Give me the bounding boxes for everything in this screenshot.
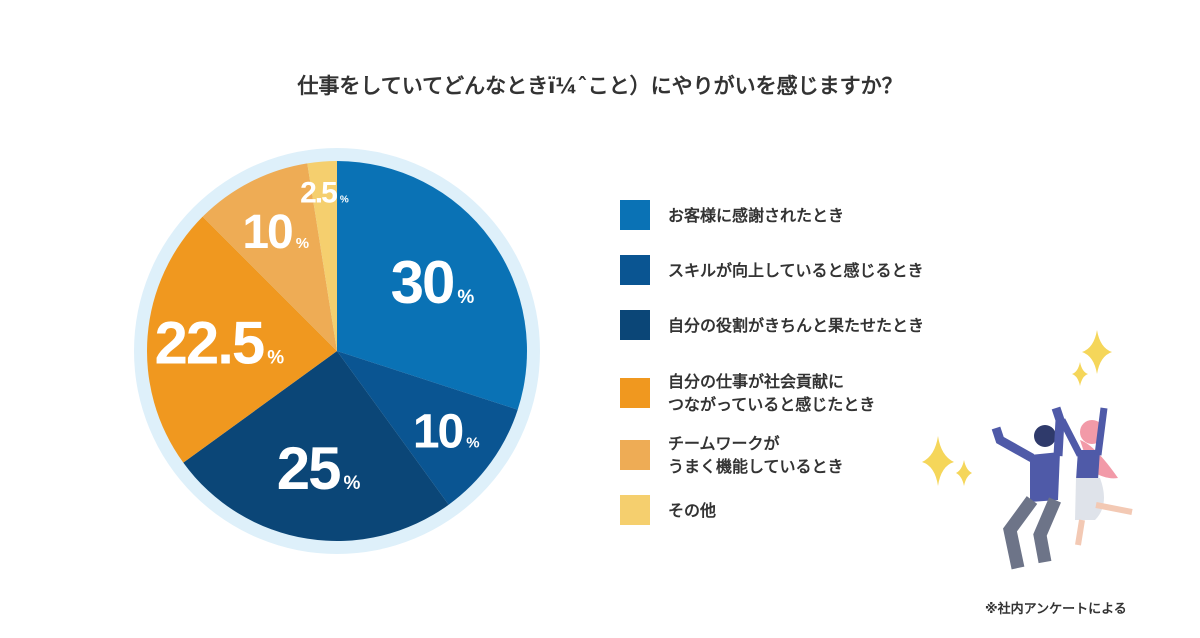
value-unit: % <box>457 287 474 308</box>
pie-slice <box>337 351 518 505</box>
value-number: 10 <box>413 406 463 459</box>
value-unit: % <box>343 473 360 494</box>
value-unit: % <box>267 347 284 368</box>
value-label: 25% <box>277 435 361 502</box>
value-number: 25 <box>277 435 340 502</box>
pie-slice <box>307 161 337 351</box>
value-unit: % <box>340 194 349 205</box>
value-label: 10% <box>413 406 480 459</box>
value-label: 22.5% <box>155 309 285 376</box>
illustration <box>922 330 1133 570</box>
legend-swatch <box>620 440 650 470</box>
slices <box>147 160 527 541</box>
legend-swatch <box>620 378 650 408</box>
value-unit: % <box>466 435 479 452</box>
value-label: 2.5% <box>300 176 349 209</box>
legend-entry: チームワークが うまく機能しているとき <box>620 432 844 478</box>
legend-label: お客様に感謝されたとき <box>668 205 845 225</box>
legend-label: スキルが向上していると感じるとき <box>668 260 924 280</box>
value-number: 2.5 <box>300 176 337 209</box>
footnote: ※社内アンケートによる <box>985 602 1127 617</box>
legend-entry: スキルが向上していると感じるとき <box>620 255 924 285</box>
value-unit: % <box>296 235 309 252</box>
pie-slice <box>202 163 337 351</box>
value-number: 30 <box>391 249 454 316</box>
pie-slice <box>337 160 527 410</box>
legend-label: チームワークが うまく機能しているとき <box>668 434 844 476</box>
legend-swatch <box>620 310 650 340</box>
legend-label: その他 <box>668 500 717 520</box>
legend-entry: 自分の役割がきちんと果たせたとき <box>620 310 924 340</box>
legend-swatch <box>620 495 650 525</box>
legend-label: 自分の仕事が社会貢献に つながっていると感じたとき <box>668 372 876 414</box>
legend-swatch <box>620 255 650 285</box>
value-number: 22.5 <box>155 309 264 376</box>
labels: 30 %10 %25 %22.5 %10 %2.5% <box>155 176 480 502</box>
pie-slice <box>183 351 449 541</box>
legend-label: 自分の役割がきちんと果たせたとき <box>668 315 925 335</box>
legend-entry: お客様に感謝されたとき <box>620 200 844 230</box>
pie-slice <box>147 216 337 463</box>
legend-entry: その他 <box>620 495 716 525</box>
chart-title: 仕事をしていてどんなときï¼ˆこと）にやりがいを感じますか？ <box>297 74 903 98</box>
value-number: 10 <box>242 206 292 259</box>
legend-entry: 自分の仕事が社会貢献に つながっていると感じたとき <box>620 370 875 416</box>
value-label: 30% <box>391 249 475 316</box>
value-label: 10% <box>242 206 309 259</box>
legend-swatch <box>620 200 650 230</box>
